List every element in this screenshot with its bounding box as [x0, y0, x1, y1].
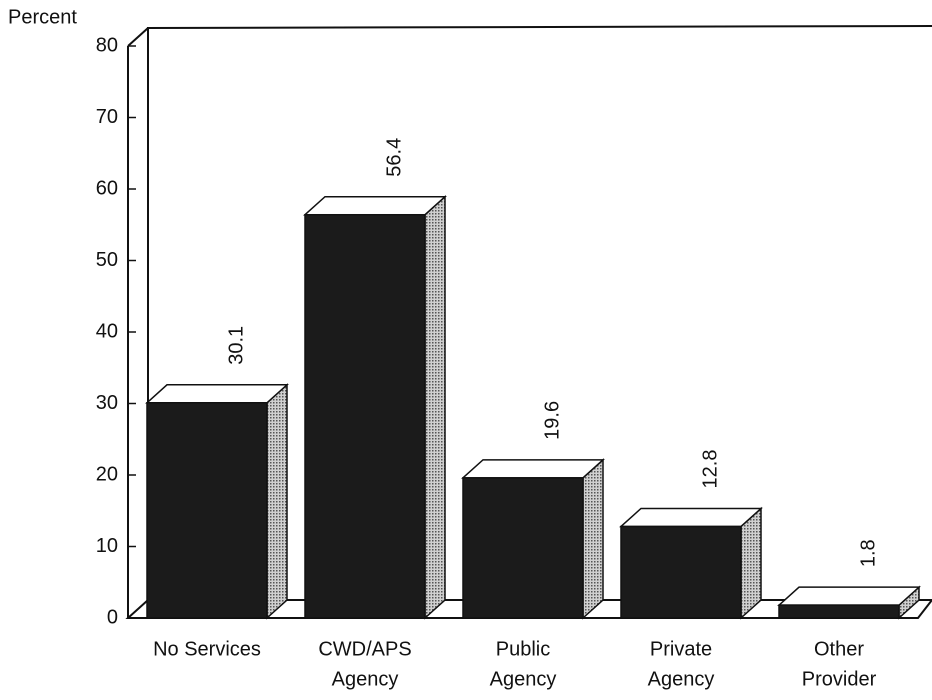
x-tick-label: Agency — [332, 668, 399, 690]
value-label: 19.6 — [541, 401, 563, 440]
y-axis-top — [127, 27, 149, 47]
bar-side — [266, 383, 288, 620]
bar-side — [582, 458, 604, 620]
x-tick-label: Private — [650, 638, 712, 660]
y-tick-label: 50 — [96, 249, 118, 271]
y-tick-label: 40 — [96, 320, 118, 342]
y-tick-label: 30 — [96, 392, 118, 414]
bar-side — [424, 195, 446, 620]
y-tick-label: 10 — [96, 535, 118, 557]
bar-side — [740, 506, 762, 620]
x-tick-label: Agency — [490, 668, 557, 690]
bar — [462, 477, 584, 619]
value-label: 1.8 — [857, 539, 879, 567]
y-tick-label: 80 — [96, 34, 118, 56]
bar-top — [461, 459, 605, 479]
bar-top — [619, 507, 763, 528]
x-tick-label: Provider — [802, 668, 877, 690]
bar-top — [777, 586, 921, 606]
x-tick-label: Other — [814, 638, 864, 660]
y-axis-label: Percent — [8, 6, 77, 28]
bar — [778, 604, 900, 619]
value-label: 12.8 — [699, 450, 721, 489]
x-tick-label: Agency — [648, 668, 715, 690]
bar — [620, 525, 742, 619]
x-tick-label: No Services — [153, 638, 261, 660]
value-label: 56.4 — [383, 138, 405, 177]
bar — [304, 213, 426, 619]
y-tick-label: 20 — [96, 463, 118, 485]
x-tick-label: Public — [496, 638, 550, 660]
value-label: 30.1 — [225, 326, 247, 365]
bar-top — [145, 384, 289, 404]
y-tick-label: 0 — [107, 606, 118, 628]
y-tick-label: 60 — [96, 177, 118, 199]
y-tick-label: 70 — [96, 106, 118, 128]
bar-top — [303, 195, 447, 216]
bar — [146, 402, 268, 619]
x-tick-label: CWD/APS — [318, 638, 411, 660]
